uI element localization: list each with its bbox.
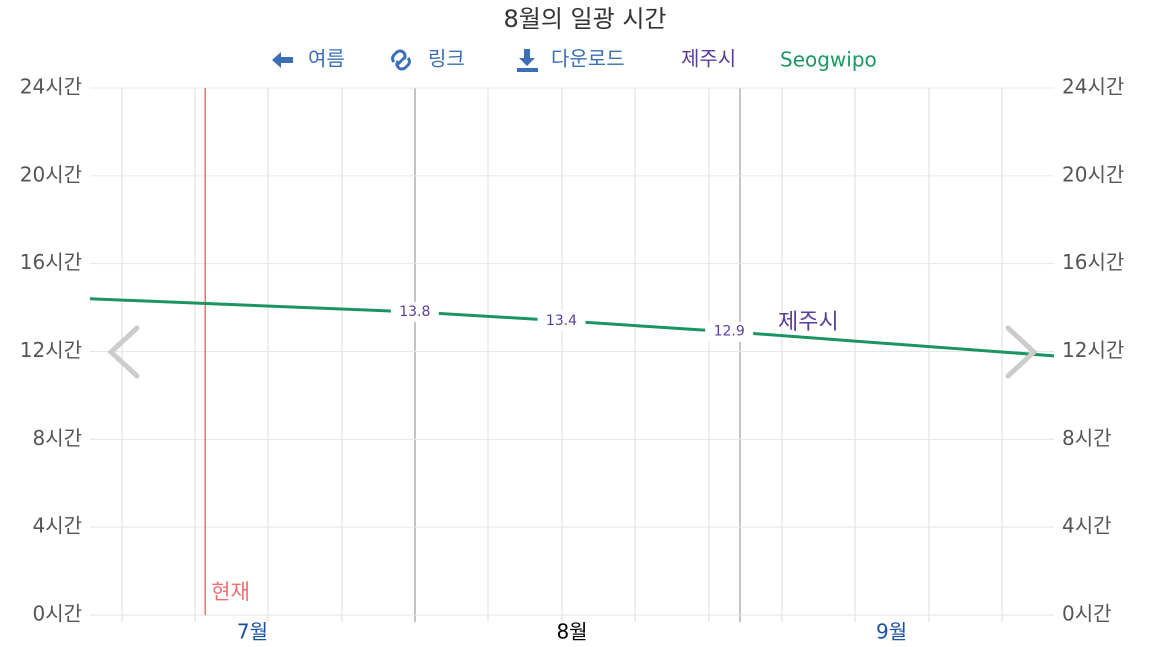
- back-button[interactable]: 여름: [308, 47, 345, 71]
- toolbar: 여름 링크 다운로드 제주시 Seogwipo: [272, 47, 877, 72]
- series-label: 제주시: [778, 310, 839, 335]
- data-label: 13.8: [399, 304, 430, 320]
- y2-tick-label: 24시간: [1062, 75, 1124, 99]
- y2-tick-label: 12시간: [1062, 338, 1124, 362]
- y-tick-label: 16시간: [20, 250, 82, 274]
- y2-tick-label: 16시간: [1062, 250, 1124, 274]
- chart-title: 8월의 일광 시간: [503, 5, 666, 33]
- download-icon[interactable]: [517, 49, 538, 72]
- plot: 0시간 0시간 4시간 4시간 8시간 8시간 12시간 12시간 16시간 16시간 20시간 20…: [20, 75, 1125, 644]
- x-tick-label[interactable]: 9월: [876, 620, 907, 644]
- data-label: 12.9: [714, 324, 745, 340]
- x-tick-label[interactable]: 7월: [237, 620, 268, 644]
- y2-tick-label: 4시간: [1062, 514, 1112, 538]
- data-label: 13.4: [546, 313, 577, 329]
- x-tick-label: 8월: [556, 620, 587, 644]
- y-tick-label: 4시간: [32, 514, 82, 538]
- back-icon[interactable]: [272, 52, 293, 68]
- data-label-bg: [537, 310, 586, 331]
- y-tick-label: 24시간: [20, 75, 82, 99]
- y-tick-label: 12시간: [20, 338, 82, 362]
- now-label: 현재: [211, 580, 250, 604]
- y-tick-label: 20시간: [20, 162, 82, 186]
- data-label-bg: [705, 321, 754, 342]
- data-label-bg: [390, 301, 439, 322]
- y2-tick-label: 0시간: [1062, 602, 1112, 626]
- prev-arrow[interactable]: [107, 325, 140, 379]
- y-tick-label: 8시간: [32, 426, 82, 450]
- y2-tick-label: 8시간: [1062, 426, 1112, 450]
- download-button[interactable]: 다운로드: [551, 47, 625, 71]
- location-link[interactable]: 제주시: [681, 47, 736, 71]
- y2-tick-label: 20시간: [1062, 162, 1124, 186]
- link-button[interactable]: 링크: [428, 47, 465, 71]
- location-link[interactable]: Seogwipo: [780, 48, 877, 72]
- link-icon[interactable]: [391, 49, 411, 71]
- week-grid: [121, 88, 1003, 622]
- y-tick-label: 0시간: [32, 602, 82, 626]
- next-arrow[interactable]: [1005, 325, 1038, 379]
